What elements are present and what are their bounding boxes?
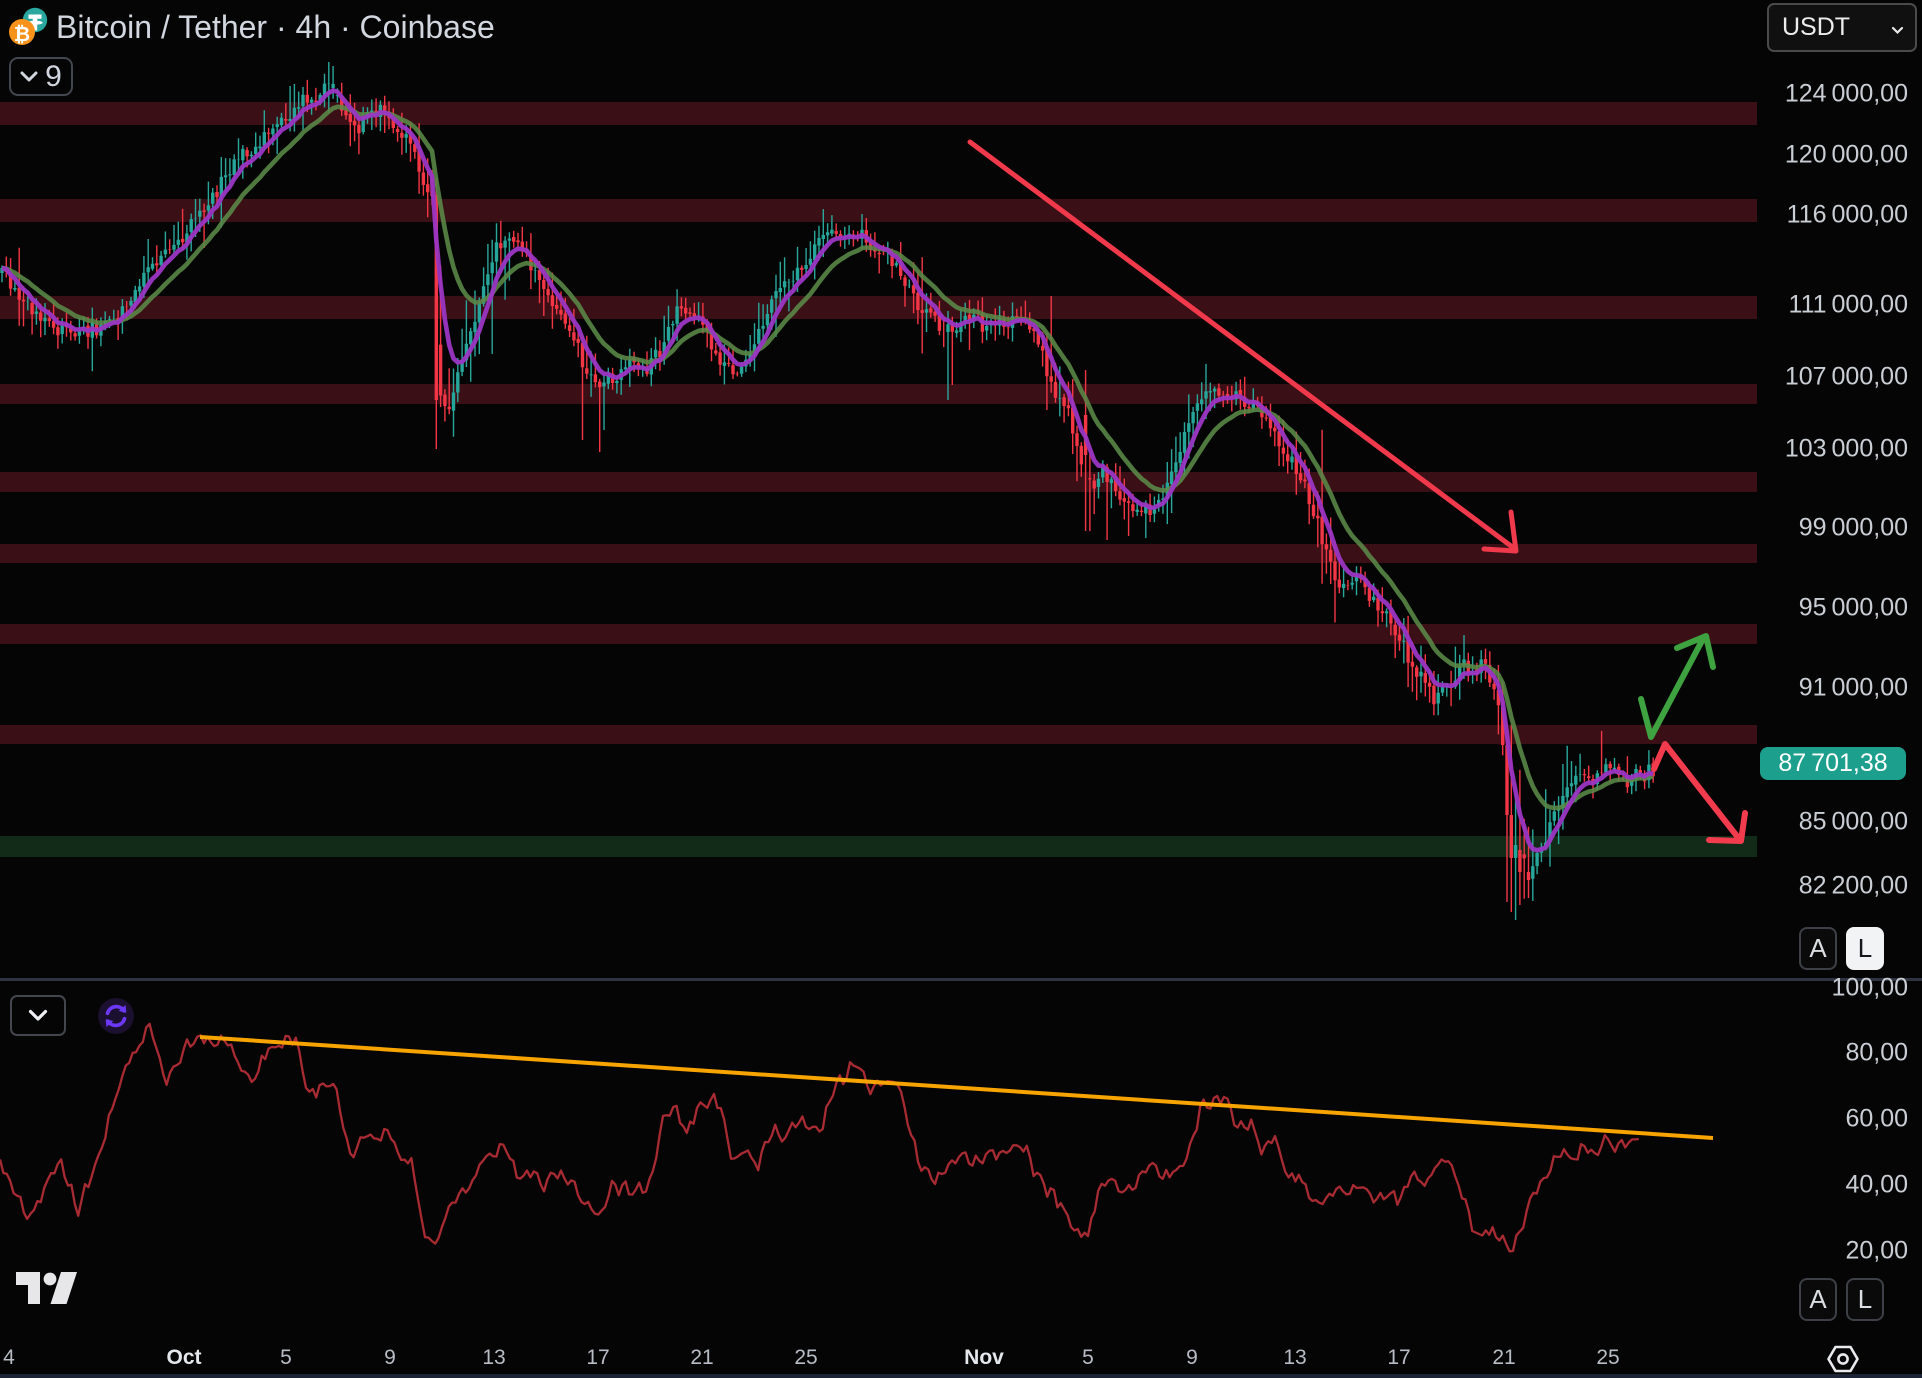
- svg-text:₿: ₿: [14, 24, 30, 46]
